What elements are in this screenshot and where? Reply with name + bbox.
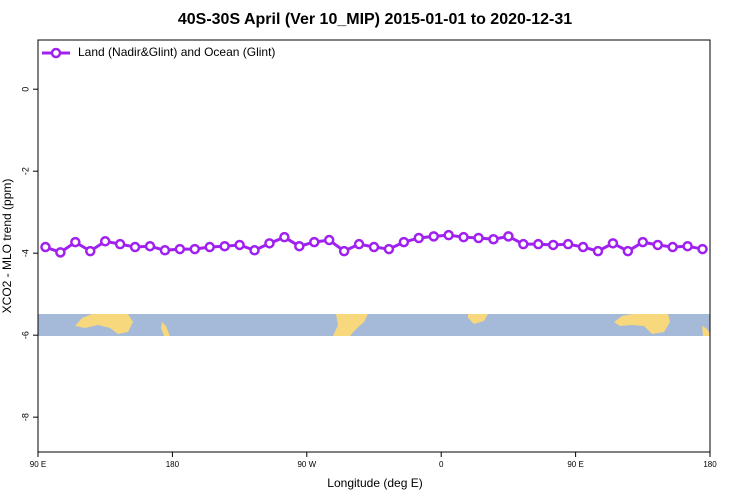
data-point	[55, 247, 66, 258]
legend-marker	[50, 47, 62, 59]
plot-frame	[37, 39, 711, 453]
data-point	[114, 238, 126, 250]
data-point	[682, 240, 693, 252]
data-point	[667, 241, 678, 253]
x-tick-label: 90 E	[567, 460, 583, 469]
y-tick-label: -2	[20, 167, 30, 175]
data-point	[503, 231, 514, 242]
data-point	[458, 231, 469, 243]
data-point	[144, 240, 156, 252]
data-point	[309, 236, 320, 248]
y-tick-label: -8	[20, 413, 30, 421]
data-point	[518, 238, 529, 250]
map-strip	[38, 314, 710, 336]
data-point	[264, 238, 275, 249]
data-point	[533, 238, 544, 250]
data-point	[488, 233, 499, 245]
data-point	[204, 241, 215, 253]
data-point	[652, 239, 663, 251]
data-point	[40, 241, 51, 253]
data-point	[368, 241, 380, 253]
x-tick-label: 0	[439, 460, 444, 469]
data-point	[398, 236, 410, 248]
data-point	[637, 236, 649, 248]
data-point	[443, 229, 454, 241]
y-axis-label: XCO2 - MLO trend (ppm)	[0, 179, 14, 314]
legend-label: Land (Nadir&Glint) and Ocean (Glint)	[78, 45, 275, 59]
data-point	[592, 245, 604, 257]
data-point	[99, 236, 111, 247]
data-point	[562, 238, 574, 250]
data-point	[413, 232, 425, 244]
x-axis-label: Longitude (deg E)	[327, 476, 422, 490]
data-point	[219, 240, 230, 252]
y-tick-label: -6	[20, 331, 30, 339]
data-point	[338, 245, 350, 257]
x-tick-label: 180	[166, 460, 180, 469]
data-point	[249, 245, 260, 256]
data-point	[547, 239, 559, 251]
data-point	[323, 234, 335, 246]
data-point	[294, 240, 305, 252]
data-point	[697, 243, 708, 255]
data-point	[189, 243, 201, 255]
data-point	[428, 231, 439, 242]
x-tick-label: 90 W	[297, 460, 316, 469]
x-tick-label: 90 E	[30, 460, 46, 469]
data-point	[70, 236, 81, 248]
data-point	[174, 243, 186, 255]
data-point	[577, 241, 589, 253]
data-point	[85, 245, 96, 257]
data-point	[622, 245, 634, 257]
data-point	[159, 245, 171, 256]
chart-title: 40S-30S April (Ver 10_MIP) 2015-01-01 to…	[178, 11, 572, 28]
y-tick-label: -4	[20, 249, 30, 257]
x-tick-label: 180	[703, 460, 717, 469]
data-point	[129, 241, 141, 253]
y-tick-label: 0	[20, 87, 30, 92]
data-point	[353, 238, 365, 250]
data-point	[473, 232, 484, 244]
data-point	[383, 243, 395, 255]
data-point	[607, 238, 619, 249]
data-point	[234, 239, 245, 251]
data-point	[279, 231, 290, 243]
